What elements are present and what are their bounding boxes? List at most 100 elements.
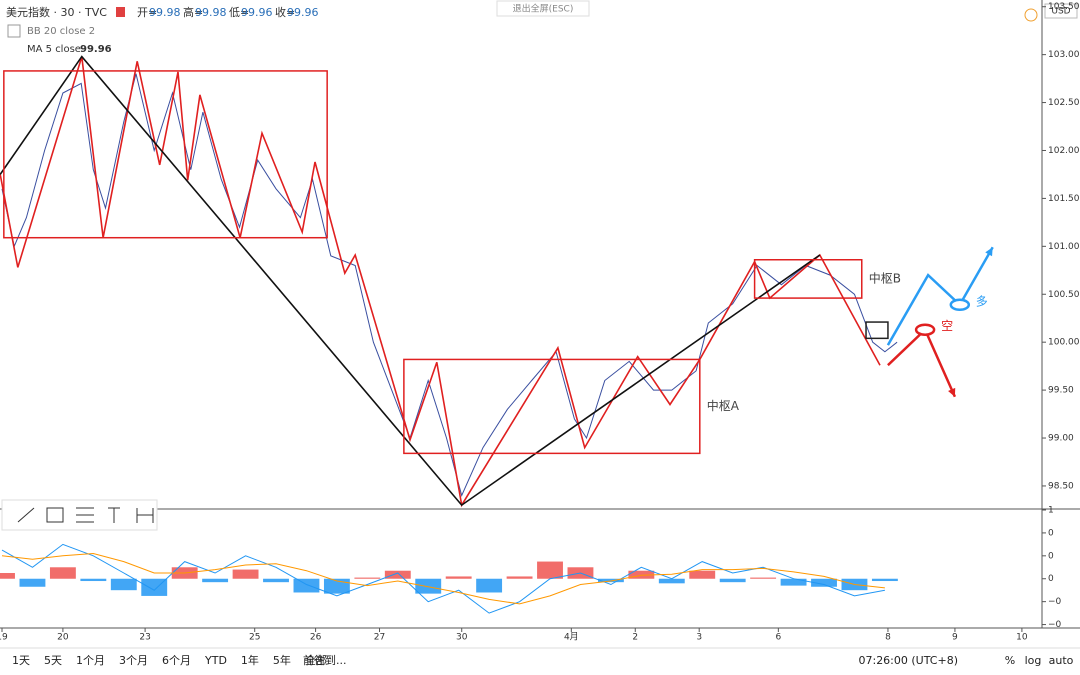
flag-icon xyxy=(116,7,125,17)
macd-hist xyxy=(80,578,107,582)
zone-box xyxy=(3,70,328,239)
tool-text[interactable] xyxy=(108,507,120,523)
x-tick-label: 4月 xyxy=(564,632,579,643)
exit-text: 退出全屏(ESC) xyxy=(513,3,574,15)
range-button[interactable]: YTD xyxy=(204,654,227,667)
x-tick-label: 25 xyxy=(249,633,260,643)
x-tick-label: 2 xyxy=(632,633,638,643)
currency: USD xyxy=(1051,7,1070,17)
macd-hist xyxy=(415,578,442,594)
macd-y-tick-label: 1 xyxy=(1048,506,1054,516)
macd-hist xyxy=(293,578,320,593)
direction-label: 空 xyxy=(941,319,953,333)
y-tick-label: 99.50 xyxy=(1048,386,1074,396)
range-button[interactable]: 1个月 xyxy=(76,654,105,667)
zone-box xyxy=(403,358,701,455)
y-tick-label: 100.50 xyxy=(1048,290,1080,300)
macd-y-tick-label: 0 xyxy=(1048,551,1054,561)
macd-hist xyxy=(19,578,46,587)
clock: 07:26:00 (UTC+8) xyxy=(858,654,958,667)
y-tick-label: 103.50 xyxy=(1048,2,1080,12)
main-pane: 中枢A 中枢B 多空 xyxy=(0,55,994,508)
y-tick-label: 101.00 xyxy=(1048,242,1080,252)
ma-value: 99.96 xyxy=(80,44,112,55)
arrow-head xyxy=(985,247,993,257)
x-tick-label: 19 xyxy=(0,633,8,643)
y-tick-label: 102.50 xyxy=(1048,98,1080,108)
macd-hist xyxy=(871,578,898,582)
macd-y-tick-label: 0 xyxy=(1048,528,1054,538)
alert-icon[interactable] xyxy=(1024,8,1038,22)
ohlc-label: 低= xyxy=(229,6,249,19)
macd-y-tick-label: −0 xyxy=(1048,620,1062,630)
x-tick-label: 6 xyxy=(775,633,781,643)
y-tick-label: 101.50 xyxy=(1048,194,1080,204)
range-button[interactable]: 3个月 xyxy=(119,654,148,667)
macd-hist xyxy=(49,567,76,579)
macd-hist xyxy=(597,578,624,583)
macd-hist xyxy=(750,577,777,579)
x-tick-label: 9 xyxy=(952,633,958,643)
macd-hist xyxy=(689,570,716,579)
range-button[interactable]: 6个月 xyxy=(162,654,191,667)
collapse-button[interactable] xyxy=(7,24,21,38)
tool-fib[interactable] xyxy=(76,507,94,523)
ohlc-label: 开= xyxy=(137,6,157,19)
macd-y-tick-label: −0 xyxy=(1048,597,1062,607)
macd-hist xyxy=(628,570,655,579)
ohlc-value: 99.96 xyxy=(241,6,273,19)
y-tick-label: 103.00 xyxy=(1048,50,1080,60)
zone-box xyxy=(865,321,889,340)
tool-line[interactable] xyxy=(17,507,35,523)
x-tick-label: 30 xyxy=(456,633,468,643)
ohlc-value: 99.98 xyxy=(195,6,227,19)
percent-button[interactable]: % xyxy=(1005,654,1015,667)
macd-hist xyxy=(780,578,807,586)
bottom-toolbar: 1天 5天 1个月 3个月 6个月 YTD 1年 5年 全部 xyxy=(12,653,327,667)
tool-rect[interactable] xyxy=(46,507,64,523)
macd-hist xyxy=(354,577,381,579)
pivot-marker xyxy=(914,323,936,336)
macd-hist xyxy=(0,573,15,579)
x-tick-label: 27 xyxy=(374,633,385,643)
range-button[interactable]: 5天 xyxy=(44,654,62,667)
line-series xyxy=(0,56,881,508)
macd-hist xyxy=(506,576,533,579)
exit-button[interactable] xyxy=(496,0,590,17)
range-button[interactable]: 1天 xyxy=(12,654,30,667)
macd-hist xyxy=(263,578,289,583)
macd-hist xyxy=(476,578,503,593)
line-series xyxy=(0,55,821,507)
y-tick-label: 100.00 xyxy=(1048,338,1080,348)
macd-signal xyxy=(1,552,885,605)
currency-box xyxy=(1044,3,1078,19)
log-button[interactable]: log xyxy=(1025,654,1042,667)
auto-button[interactable]: auto xyxy=(1049,654,1074,667)
x-tick-label: 3 xyxy=(696,633,702,643)
pivot-marker xyxy=(949,298,971,312)
ohlc: 开=99.98 高=99.98 低=99.96 收=99.96 xyxy=(137,5,319,19)
y-tick-label: 98.50 xyxy=(1048,481,1074,491)
range-button[interactable]: 全部 xyxy=(305,653,327,667)
ohlc-label: 高= xyxy=(183,5,203,19)
macd-hist xyxy=(202,578,229,583)
x-tick-label: 10 xyxy=(1016,633,1028,643)
tool-measure[interactable] xyxy=(136,508,154,523)
zone-label: 中枢B xyxy=(869,270,901,285)
x-tick-label: 26 xyxy=(310,633,322,643)
goto-button[interactable]: 前往到... xyxy=(303,653,347,667)
zone-label: 中枢A xyxy=(707,398,740,413)
drawing-tools xyxy=(17,507,154,523)
macd-hist xyxy=(719,578,746,583)
range-button[interactable]: 5年 xyxy=(273,653,291,667)
ma-label: MA 5 close xyxy=(27,44,81,55)
symbol: 美元指数 · 30 · TVC xyxy=(6,5,107,19)
zone-box xyxy=(753,259,863,299)
macd-hist xyxy=(110,578,137,591)
range-button[interactable]: 1年 xyxy=(241,653,259,667)
arrow-head xyxy=(948,387,956,397)
ohlc-label: 收= xyxy=(275,5,295,19)
y-tick-label: 102.00 xyxy=(1048,146,1080,156)
